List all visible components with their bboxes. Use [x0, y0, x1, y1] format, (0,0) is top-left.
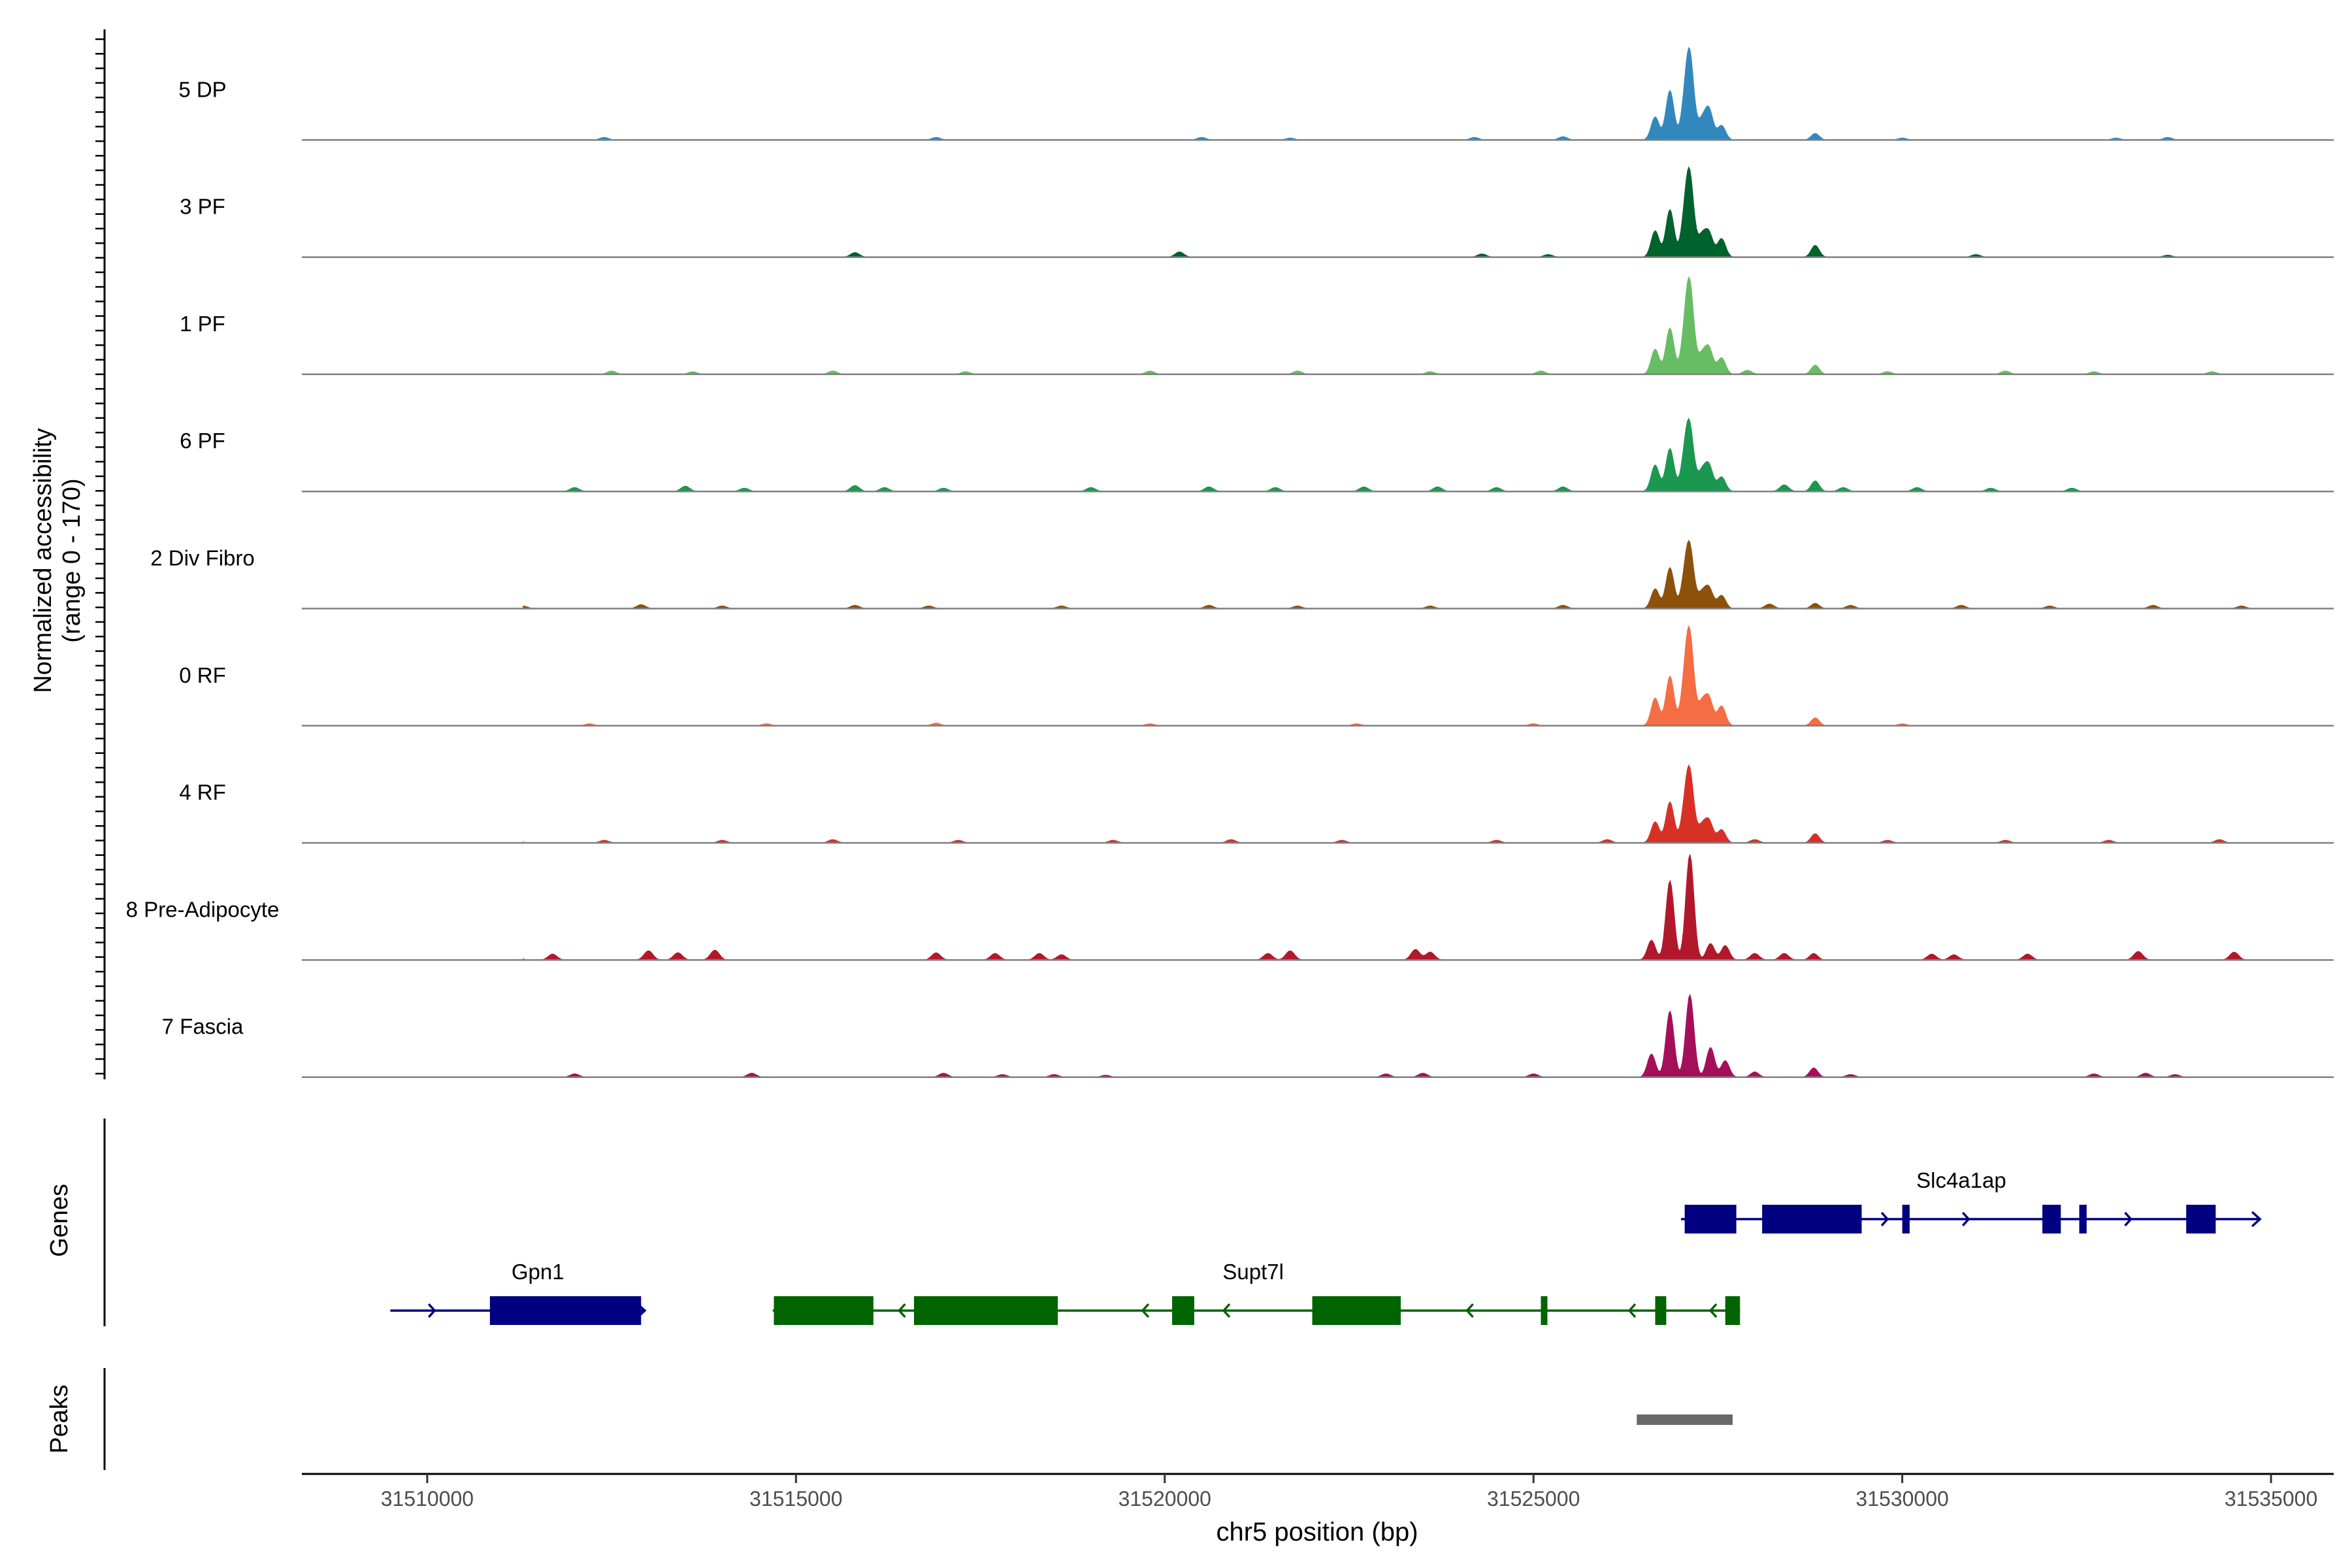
strand-arrow	[1627, 1303, 1637, 1318]
coverage-track: 6 PF	[180, 417, 2334, 493]
track-label: 2 Div Fibro	[150, 546, 255, 570]
coverage-track: 2 Div Fibro	[150, 540, 2334, 610]
strand-arrow	[2251, 1211, 2262, 1228]
gene-exon	[1541, 1296, 1548, 1325]
coverage-area	[523, 993, 2304, 1078]
gene-exon	[1902, 1205, 1910, 1233]
coverage-area	[523, 854, 2304, 960]
strand-arrow	[2124, 1211, 2132, 1227]
x-tick-label: 31520000	[1119, 1487, 1211, 1511]
x-axis-label: chr5 position (bp)	[1216, 1518, 1418, 1546]
gene-exon	[1684, 1205, 1737, 1233]
coverage-track: 1 PF	[180, 276, 2334, 376]
track-label: 3 PF	[180, 195, 225, 219]
strand-arrow	[1961, 1211, 1970, 1227]
coverage-area	[523, 417, 2304, 492]
strand-arrow	[1708, 1303, 1718, 1318]
gene-exon	[2042, 1205, 2061, 1233]
coverage-track: 4 RF	[179, 764, 2334, 844]
coverage-track: 8 Pre-Adipocyte	[126, 854, 2334, 961]
coverage-area	[523, 540, 2304, 609]
coverage-track: 3 PF	[180, 166, 2334, 258]
coverage-area	[523, 166, 2304, 258]
peaks-panel-label: Peaks	[46, 1384, 73, 1454]
gene: Supt7l	[772, 1260, 1740, 1325]
coverage-track: 5 DP	[178, 46, 2334, 141]
x-tick-label: 31525000	[1487, 1487, 1580, 1511]
gene-exon	[1725, 1296, 1740, 1325]
y-axis-label-line1: Normalized accessibility	[29, 428, 57, 693]
track-label: 8 Pre-Adipocyte	[126, 897, 280, 921]
x-axis: 31510000 31515000 31520000 31525000 31530000…	[302, 1473, 2334, 1511]
gene-exon	[774, 1296, 874, 1325]
track-label: 7 Fascia	[162, 1015, 244, 1039]
coverage-area	[523, 46, 2304, 140]
coverage-tracks: 5 DP 3 PF 1 PF 6 PF 2 Div Fibro 0 RF 4 RF 8 Pre…	[95, 29, 2334, 1079]
gene-exon	[2186, 1205, 2216, 1233]
gene-exon	[1762, 1205, 1862, 1233]
x-tick-label: 31530000	[1855, 1487, 1948, 1511]
gene-label: Supt7l	[1222, 1260, 1284, 1284]
coverage-track: 0 RF	[179, 625, 2334, 727]
coverage-area	[523, 276, 2304, 375]
y-axis-label: Normalized accessibility (range 0 - 170)	[29, 428, 86, 693]
peak-region	[1637, 1414, 1733, 1425]
strand-arrow	[1141, 1303, 1150, 1318]
gene-exon	[1655, 1296, 1667, 1325]
x-tick-label: 31510000	[381, 1487, 474, 1511]
coverage-area	[523, 764, 2304, 843]
gene-label: Gpn1	[512, 1260, 564, 1284]
gene-label: Slc4a1ap	[1916, 1168, 2006, 1192]
strand-arrow	[427, 1303, 436, 1318]
gene: Slc4a1ap	[1680, 1168, 2262, 1233]
gene-exon	[1312, 1296, 1401, 1325]
peak-track	[103, 1368, 1733, 1470]
track-label: 1 PF	[180, 312, 225, 336]
strand-arrow	[898, 1303, 906, 1318]
gene: Gpn1	[390, 1260, 647, 1325]
strand-arrow	[1465, 1303, 1474, 1318]
strand-arrow	[1880, 1211, 1889, 1227]
gene-exon	[1172, 1296, 1194, 1325]
gene-exon	[489, 1296, 642, 1325]
strand-arrow	[1222, 1303, 1231, 1318]
gene-exon	[913, 1296, 1058, 1325]
coverage-area	[523, 625, 2304, 727]
x-tick-label: 31535000	[2225, 1487, 2317, 1511]
y-axis-label-line2: (range 0 - 170)	[58, 478, 86, 642]
track-label: 6 PF	[180, 429, 225, 453]
track-label: 4 RF	[179, 780, 226, 804]
coverage-track: 7 Fascia	[162, 993, 2334, 1078]
track-label: 5 DP	[178, 77, 226, 101]
gene-exon	[2079, 1205, 2087, 1233]
x-tick-label: 31515000	[749, 1487, 842, 1511]
genes-panel-label: Genes	[46, 1184, 73, 1257]
track-label: 0 RF	[179, 663, 226, 687]
gene-track: Gpn1 Supt7l Slc4a1ap	[103, 1119, 2262, 1326]
